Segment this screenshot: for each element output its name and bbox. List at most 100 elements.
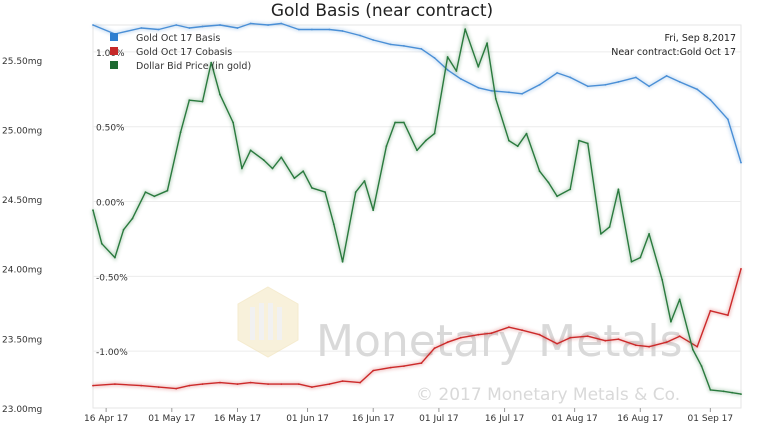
series-1-point — [446, 341, 449, 344]
series-2-point — [201, 100, 204, 103]
series-2-point — [433, 132, 436, 135]
series-2-point — [731, 391, 734, 394]
series-1-point — [403, 365, 405, 367]
y-left-tick-label: 25.50mg — [2, 57, 42, 67]
series-0-point — [311, 28, 313, 31]
series-2-point — [354, 191, 357, 194]
series-0-point — [648, 85, 650, 88]
legend-item-cobasis[interactable]: Gold Oct 17 Cobasis — [110, 47, 232, 58]
series-1-point — [114, 383, 116, 385]
series-2-point — [486, 42, 488, 44]
series-2-point — [700, 365, 703, 368]
series-1-point — [328, 383, 331, 385]
series-2-point — [678, 298, 681, 301]
series-1-point — [280, 383, 283, 385]
series-1-point — [359, 381, 361, 384]
series-0-point — [249, 22, 252, 25]
series-0-point — [267, 24, 269, 26]
series-2-point — [100, 242, 103, 245]
series-0-point — [490, 89, 493, 92]
series-2-point — [600, 233, 602, 235]
y-right-tick-label: 0.50% — [96, 124, 125, 134]
series-2-point — [648, 233, 650, 235]
series-2-point — [372, 209, 375, 212]
series-0-point — [389, 43, 392, 46]
y-right-tick-label: -0.50% — [96, 273, 128, 283]
series-1-point — [372, 369, 375, 372]
series-2-point — [324, 191, 326, 194]
series-2-point — [569, 188, 572, 191]
series-2-point — [232, 121, 235, 124]
series-1-point — [219, 381, 221, 384]
series-2-point — [661, 279, 664, 281]
series-1-point — [556, 342, 558, 345]
series-2-point — [153, 195, 156, 198]
series-2-point — [446, 56, 449, 58]
legend-label-dollar-bid: Dollar Bid Price (in gold) — [136, 61, 251, 72]
series-2-point — [670, 320, 672, 323]
legend-item-dollar-bid[interactable]: Dollar Bid Price (in gold) — [110, 61, 251, 72]
series-1-point — [311, 386, 313, 388]
y-left-tick-label: 23.50mg — [2, 335, 42, 345]
series-0-point — [403, 45, 405, 47]
series-2-point — [464, 28, 467, 31]
series-2-point — [262, 159, 265, 162]
x-tick-label: 16 Apr 17 — [84, 414, 128, 424]
series-0-point — [188, 27, 191, 29]
series-1-point — [459, 336, 462, 339]
series-0-point — [635, 76, 637, 79]
series-1-point — [341, 380, 344, 382]
series-2-point — [394, 121, 396, 124]
series-2-point — [403, 121, 405, 124]
series-0-point — [709, 98, 712, 101]
series-2-point — [210, 61, 213, 64]
series-0-point — [678, 81, 681, 83]
series-1-point — [635, 344, 637, 347]
y-right-tick-label: 0.00% — [96, 199, 125, 209]
watermark-copyright: © 2017 Monetary Metals & Co. — [416, 385, 680, 405]
legend-label-cobasis: Gold Oct 17 Cobasis — [136, 47, 232, 58]
series-1-point — [201, 383, 204, 385]
series-1-point — [157, 386, 160, 388]
series-1-point — [267, 383, 269, 385]
series-1-point — [665, 341, 668, 344]
series-1-point — [538, 333, 541, 336]
series-2-point — [122, 228, 125, 231]
series-1-point — [508, 326, 510, 329]
series-line-1[interactable] — [92, 268, 742, 390]
series-1-point — [433, 347, 436, 350]
series-2-point — [241, 167, 243, 170]
series-2-point — [691, 348, 694, 351]
series-1-point — [569, 336, 572, 339]
series-2-point — [538, 170, 541, 173]
x-tick-label: 01 Jun 17 — [286, 414, 329, 424]
series-2-point — [219, 93, 221, 96]
series-0-point — [556, 72, 558, 74]
legend-label-basis: Gold Oct 17 Basis — [136, 33, 220, 44]
series-2-point — [547, 181, 550, 184]
series-0-point — [297, 28, 300, 31]
series-0-point — [604, 83, 607, 86]
series-0-point — [538, 83, 541, 86]
series-2-point — [341, 260, 344, 263]
series-0-point — [727, 118, 729, 121]
series-line-2[interactable] — [92, 28, 742, 395]
series-0-point — [219, 24, 221, 26]
series-2-point — [455, 70, 458, 72]
series-line-0[interactable] — [92, 22, 742, 163]
series-2-point — [311, 187, 313, 189]
series-0-point — [201, 25, 204, 28]
series-1-point — [648, 345, 650, 348]
x-tick-label: 16 Aug 17 — [617, 414, 663, 424]
series-1-point — [175, 387, 178, 390]
series-0-point — [359, 34, 361, 37]
series-2-point — [722, 390, 725, 393]
series-2-point — [293, 177, 296, 180]
series-2-point — [494, 97, 497, 100]
legend-item-basis[interactable]: Gold Oct 17 Basis — [110, 33, 220, 44]
legend: Gold Oct 17 Basis Gold Oct 17 Cobasis Do… — [110, 33, 251, 72]
series-2-point — [363, 180, 366, 182]
y-left-tick-label: 24.00mg — [2, 266, 42, 276]
series-0-point — [569, 76, 572, 79]
